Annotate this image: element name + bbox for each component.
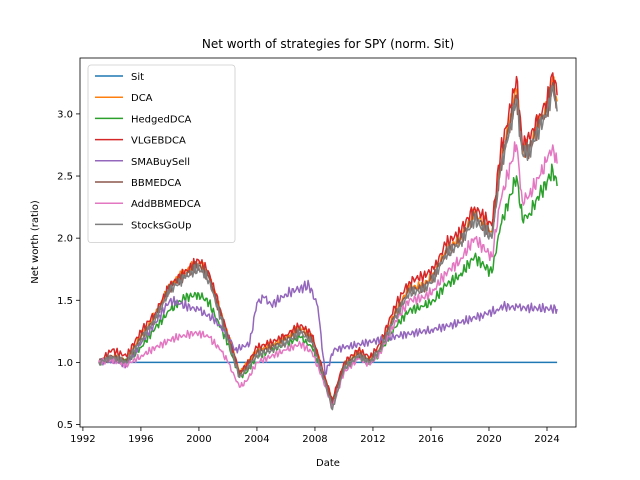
y-axis-label: Net worth (ratio) [30,200,41,284]
series-line-smabuysell [98,279,558,376]
legend-label: Sit [131,72,144,83]
legend-label: SMABuySell [131,157,190,168]
chart-title: Net worth of strategies for SPY (norm. S… [202,37,454,51]
series-line-stocksgoup [98,84,558,411]
y-tick-label: 2.0 [57,234,73,245]
legend-label: HedgedDCA [131,114,192,125]
series-line-addbbmedca [98,141,558,408]
y-tick-label: 0.5 [57,420,73,431]
x-tick-label: 1992 [70,434,95,445]
x-tick-label: 2004 [244,434,269,445]
y-tick-label: 3.0 [57,109,73,120]
plot-frame [79,57,577,428]
x-axis: 1992 1996 2000 2004 2008 2012 2016 2020 2024 [70,427,560,445]
y-tick-label: 2.5 [57,172,73,183]
x-tick-label: 2024 [534,434,559,445]
x-tick-label: 1996 [128,434,153,445]
y-tick-label: 1.0 [57,358,73,369]
x-tick-label: 2000 [186,434,211,445]
legend-label: DCA [131,93,153,104]
legend-label: BBMEDCA [131,178,181,189]
series-line-vlgebdca [98,72,558,401]
y-axis: 0.5 1.0 1.5 2.0 2.5 3.0 [57,109,80,431]
x-tick-label: 2008 [302,434,327,445]
legend-label: AddBBMEDCA [131,199,201,210]
y-tick-label: 1.5 [57,296,73,307]
plot-lines [98,72,558,411]
legend-box [87,64,236,244]
x-tick-label: 2012 [360,434,385,445]
legend: Sit DCA HedgedDCA VLGEBDCA SMABuySell BBMEDCA… [87,64,236,244]
x-tick-label: 2020 [476,434,501,445]
x-tick-label: 2016 [418,434,443,445]
x-axis-label: Date [316,458,340,469]
legend-label: StocksGoUp [131,220,191,231]
legend-label: VLGEBDCA [131,136,186,147]
